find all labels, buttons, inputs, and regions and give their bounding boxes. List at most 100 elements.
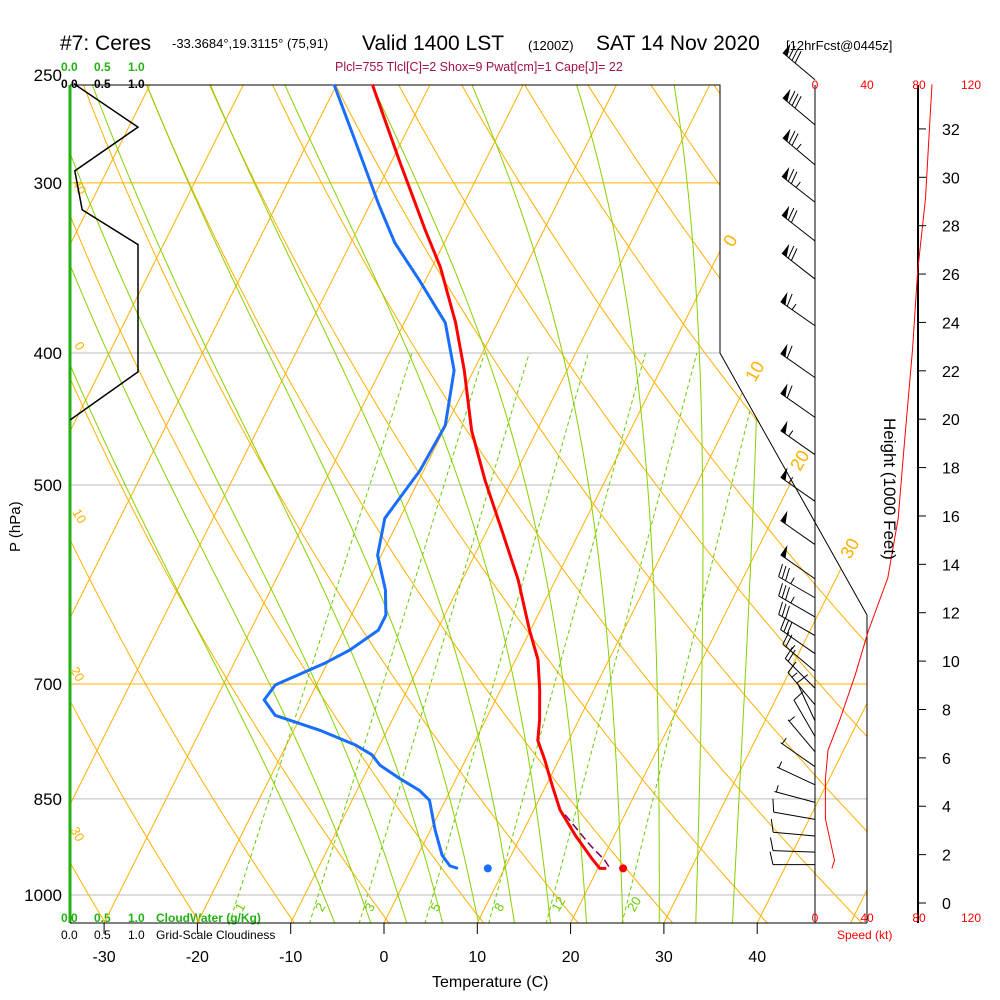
wind-barb [782,88,816,126]
forecast-info: [12hrFcst@0445z] [786,38,892,53]
height-tick-label: 30 [942,170,960,187]
wind-barb-part [781,205,790,219]
wind-barb-part [787,169,795,182]
mixing-ratio-line [228,353,413,923]
wind-barb-part [774,790,816,803]
moist-adiabat-line [83,85,444,923]
dry-adiabat-line [823,85,867,923]
height-tick-label: 4 [942,799,951,816]
wind-barb-part [781,175,816,203]
dry-adiabat-line [386,85,867,923]
wind-barb [776,761,816,786]
moist-adiabat-line [669,85,704,923]
wind-barb [780,383,816,418]
isotherm-line [70,85,255,923]
moist-adiabat-line [569,85,660,923]
speed-tick-label: 80 [912,78,926,92]
dry-adiabat-line [324,85,867,923]
wind-barb-part [796,143,802,150]
wind-barb-part [778,601,784,615]
speed-tick-label: 40 [860,911,874,925]
wind-barb-part [780,510,788,524]
cloudwater-label: CloudWater (g/Kg) [156,911,261,925]
wind-barb-part [778,614,816,637]
wind-barb-part [791,133,799,146]
wind-barb [770,819,816,837]
wind-barb-part [788,476,794,484]
wind-barb-part [778,583,784,597]
wind-barb [781,205,816,242]
adiabat-label: 30 [67,824,87,844]
wind-barb-part [781,737,787,745]
wind-barb-part [780,291,788,306]
cloudwater-tick: 1.0 [128,60,145,74]
dry-adiabat-line [261,85,863,923]
wind-barb-part [788,90,796,104]
wind-barb-part [788,430,794,437]
wind-barb-part [780,617,787,630]
moist-adiabat-line [70,85,408,923]
wind-barb-part [780,383,788,397]
pressure-tick-label: 250 [34,66,62,85]
dry-adiabat-line [636,85,867,923]
wind-barb [780,510,816,545]
cloudiness-tick: 0.5 [94,77,111,91]
mixing-ratio-line [308,353,485,923]
dry-adiabat-line [0,63,11,924]
wind-barb [778,563,816,599]
speed-tick-label: 80 [912,911,926,925]
wind-barb-part [785,605,790,619]
wind-barb [793,690,816,737]
temperature-tick-label: -10 [279,949,302,966]
wind-barb [796,674,816,722]
isotherm-line [663,85,867,923]
wind-barb-part [780,353,816,379]
dry-adiabat-line [511,85,867,923]
cloudiness-tick: 0.0 [61,928,78,942]
wind-barb [769,837,816,853]
dewpoint-line [262,83,459,870]
wind-barb [774,785,816,803]
moist-adiabat-line [274,85,551,923]
temperature-tick-label: 40 [748,949,766,966]
pressure-tick-label: 300 [34,174,62,193]
wind-barb-part [796,682,816,722]
isotherm-line [70,85,442,923]
pressure-tick-label: 1000 [24,886,62,905]
surface-dewpoint-point [483,864,492,873]
wind-barb [769,851,815,866]
wind-barb-part [796,674,809,684]
wind-barb-part [770,819,774,833]
pressure-tick-label: 850 [34,790,62,809]
wind-barb-part [787,207,795,221]
pressure-tick-label: 700 [34,675,62,694]
wind-barb [780,617,816,655]
wind-barb-part [788,130,796,144]
height-tick-label: 28 [942,219,960,236]
temperature-tick-label: 0 [380,949,389,966]
station-title: #7: Ceres [60,32,151,55]
dry-adiabat-line [70,85,391,923]
wind-barb-part [781,565,787,579]
adiabat-label: 0 [71,339,88,353]
wind-barb [782,43,816,81]
height-tick-label: 16 [942,509,960,526]
zulu-time: (1200Z) [528,38,574,53]
wind-barb [782,128,816,166]
height-tick-label: 2 [942,848,951,865]
cloudwater-tick: 0.0 [61,60,78,74]
speed-tick-label: 40 [860,78,874,92]
wind-barb-part [795,181,801,188]
adiabat-label: 10 [69,506,89,526]
wind-barb-part [782,632,790,645]
wind-barb-part [790,577,795,584]
mixing-ratio-line [424,353,589,923]
wind-barb-part [780,301,816,327]
wind-barb [780,420,816,456]
moist-adiabat-line [70,85,372,923]
wind-barb [780,737,816,768]
wind-barb-part [790,171,798,184]
wind-barb [780,343,816,379]
moist-adiabat-line [70,85,336,923]
